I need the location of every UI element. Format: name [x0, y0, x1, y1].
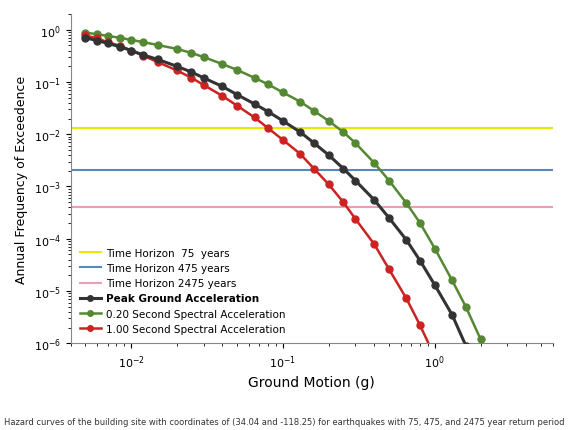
X-axis label: Ground Motion (g): Ground Motion (g) — [248, 375, 375, 389]
Text: Hazard curves of the building site with coordinates of (34.04 and -118.25) for e: Hazard curves of the building site with … — [4, 417, 564, 426]
Legend: Time Horizon  75  years, Time Horizon 475 years, Time Horizon 2475 years, Peak G: Time Horizon 75 years, Time Horizon 475 … — [76, 244, 290, 338]
Y-axis label: Annual Frequency of Exceedence: Annual Frequency of Exceedence — [15, 75, 28, 283]
